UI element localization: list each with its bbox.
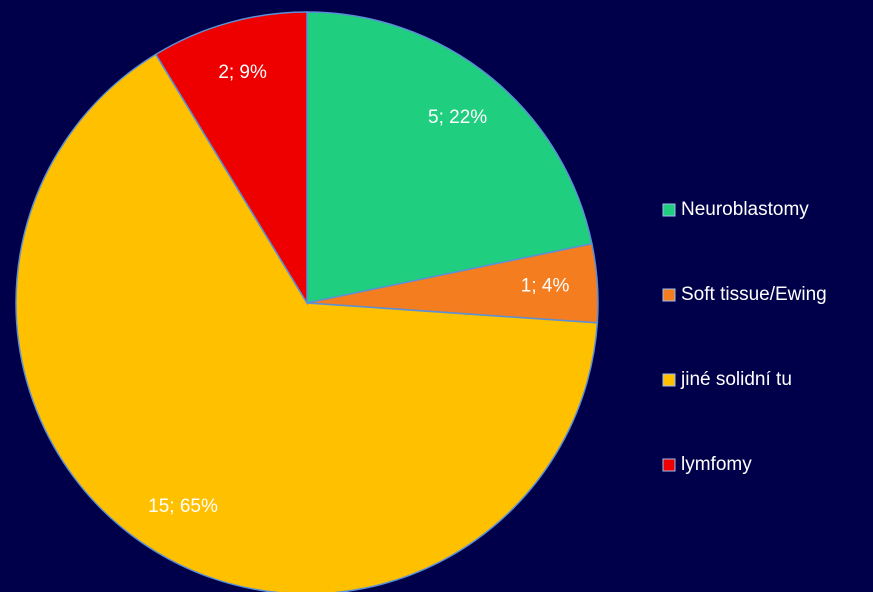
data-label: 2; 9% (218, 62, 267, 83)
pie-slice (306, 11, 593, 304)
legend-label: lymfomy (681, 454, 752, 475)
legend-swatch (662, 288, 676, 302)
legend-swatch (662, 203, 676, 217)
legend-swatch (662, 373, 676, 387)
data-label: 1; 4% (521, 276, 570, 297)
legend-swatch (662, 458, 676, 472)
pie-slice (15, 53, 599, 592)
legend-label: Neuroblastomy (681, 199, 809, 220)
pie-slice (154, 11, 308, 306)
legend-label: Soft tissue/Ewing (681, 284, 827, 305)
data-label: 15; 65% (148, 496, 218, 517)
legend-label: jiné solidní tu (680, 369, 792, 390)
data-label: 5; 22% (428, 107, 487, 128)
